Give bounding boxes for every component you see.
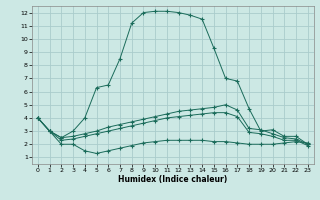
X-axis label: Humidex (Indice chaleur): Humidex (Indice chaleur): [118, 175, 228, 184]
